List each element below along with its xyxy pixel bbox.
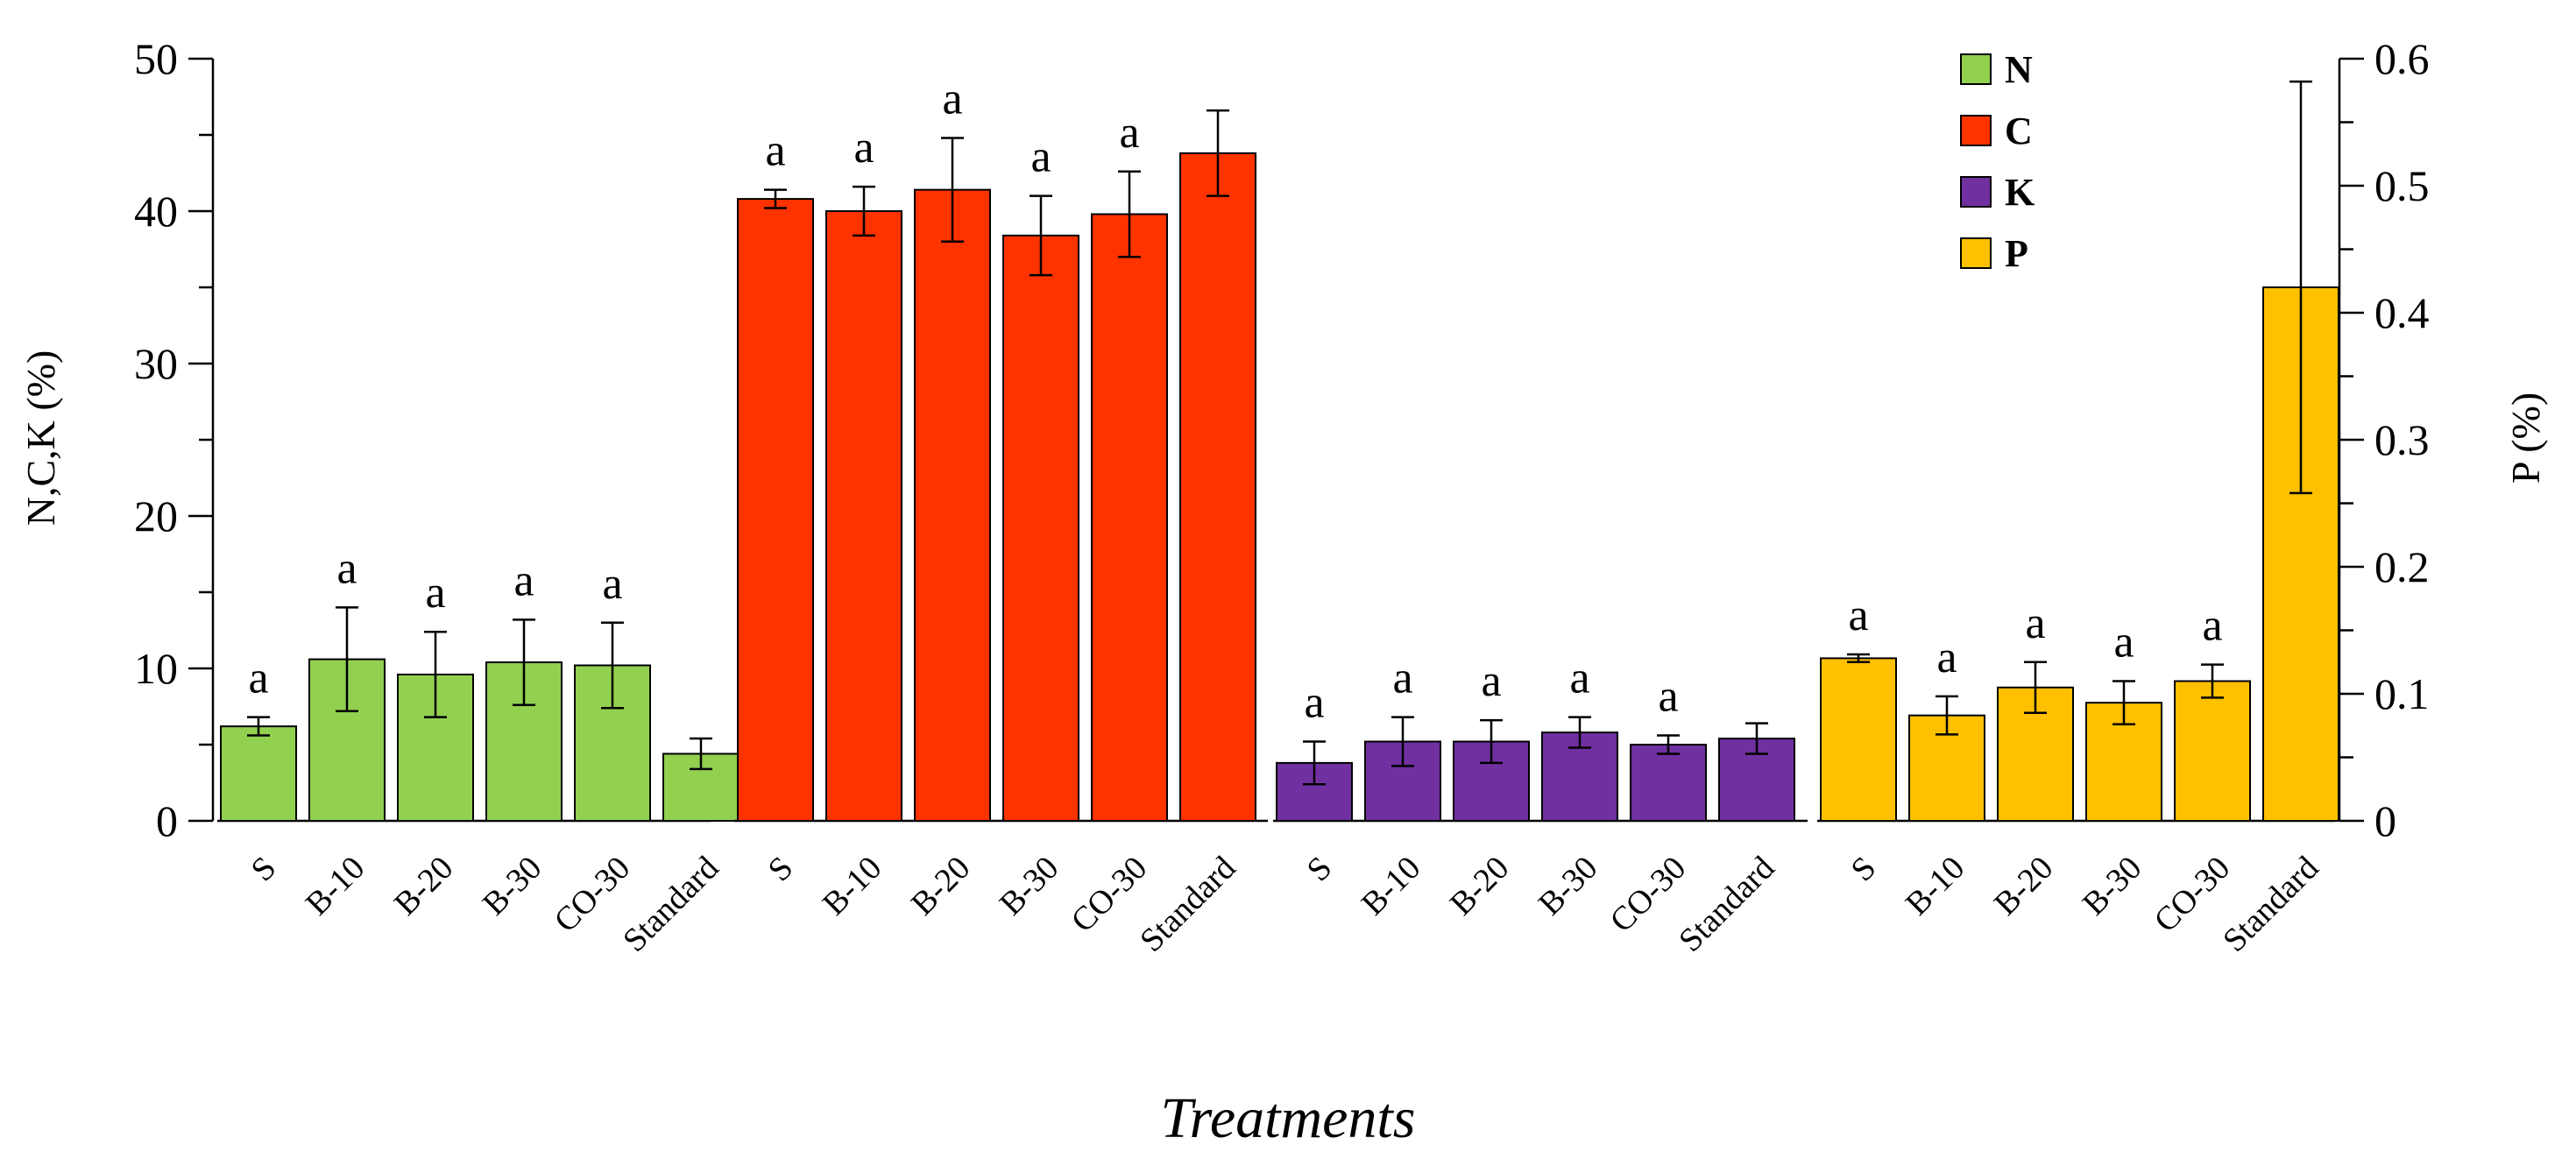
category-label: B-20 (387, 850, 460, 922)
legend-label-N: N (2005, 48, 2033, 91)
category-label: Standard (1672, 850, 1781, 959)
category-label: S (1844, 850, 1884, 889)
category-label: B-30 (993, 850, 1065, 922)
significance-label: a (1392, 654, 1412, 703)
significance-label: a (602, 559, 622, 609)
left-tick-label: 50 (134, 34, 178, 83)
bar-C-B-30 (1002, 234, 1079, 822)
left-tick-label: 40 (134, 187, 178, 236)
x-axis-title: Treatments (1161, 1086, 1416, 1150)
bar-K-CO-30 (1630, 744, 1707, 822)
category-label: B-10 (1355, 850, 1427, 922)
category-label: S (1300, 850, 1340, 889)
legend-swatch-P (1960, 237, 1992, 269)
right-axis-title: P (%) (2503, 392, 2548, 484)
right-tick-label: 0.6 (2374, 34, 2430, 83)
bar-C-S (737, 198, 814, 822)
significance-label: a (1658, 672, 1678, 722)
significance-label: a (942, 74, 962, 124)
left-axis-title: N,C,K (%) (18, 350, 63, 526)
legend-label-C: C (2005, 110, 2033, 152)
left-tick-label: 10 (134, 644, 178, 693)
significance-label: a (1848, 590, 1868, 640)
left-tick-label: 20 (134, 491, 178, 541)
significance-label: a (1936, 632, 1957, 682)
category-label: B-30 (2076, 850, 2148, 922)
category-label: B-10 (816, 850, 888, 922)
right-tick-label: 0.2 (2374, 542, 2430, 591)
bar-C-Standard (1179, 152, 1256, 822)
significance-label: a (336, 543, 357, 593)
category-label: Standard (616, 850, 725, 959)
bar-N-B-20 (397, 673, 474, 823)
significance-label: a (513, 555, 534, 605)
legend-swatch-C (1960, 115, 1992, 146)
legend-swatch-K (1960, 176, 1992, 208)
bar-C-B-10 (825, 210, 902, 822)
significance-label: a (2113, 618, 2134, 668)
left-tick-label: 30 (134, 339, 178, 388)
plot-area: 0 10 20 30 40 50 0 0.1 0.2 0.3 0.4 0.5 0.6 a Sa B-10 a B-… (134, 34, 2430, 959)
category-label: B-10 (1899, 850, 1971, 922)
category-label: Standard (2216, 850, 2325, 959)
bar-N-S (220, 725, 297, 822)
category-label: B-20 (1443, 850, 1516, 922)
significance-label: a (1030, 132, 1051, 182)
significance-label: a (1119, 108, 1139, 158)
significance-label: a (1304, 678, 1324, 728)
category-label: Standard (1133, 850, 1242, 959)
right-tick-label: 0.1 (2374, 669, 2430, 718)
right-tick-label: 0.3 (2374, 415, 2430, 464)
significance-label: a (2025, 598, 2045, 648)
significance-label: a (1569, 654, 1589, 703)
category-label: B-30 (476, 850, 548, 922)
right-tick-label: 0.4 (2374, 288, 2430, 337)
category-label: S (761, 850, 801, 889)
category-label: S (244, 850, 284, 889)
legend-label-K: K (2005, 171, 2035, 214)
bar-C-B-20 (914, 188, 991, 822)
significance-label: a (248, 654, 268, 703)
bar-P-S (1820, 657, 1897, 823)
legend-swatch-N (1960, 53, 1992, 85)
category-label: B-20 (1987, 850, 2060, 922)
significance-label: a (1481, 656, 1501, 706)
legend-label-P: P (2005, 232, 2028, 275)
category-label: B-10 (299, 850, 372, 922)
right-tick-label: 0.5 (2374, 161, 2430, 210)
bar-K-S (1276, 761, 1353, 823)
significance-label: a (853, 123, 874, 173)
bar-N-CO-30 (574, 664, 651, 823)
significance-label: a (425, 568, 445, 618)
category-label: B-30 (1532, 850, 1604, 922)
left-tick-label: 0 (156, 796, 178, 845)
bar-P-CO-30 (2174, 680, 2251, 822)
right-tick-label: 0 (2374, 796, 2396, 845)
category-label: B-20 (904, 850, 977, 922)
bar-C-CO-30 (1091, 213, 1168, 823)
significance-label: a (2202, 601, 2222, 651)
significance-label: a (765, 126, 785, 176)
